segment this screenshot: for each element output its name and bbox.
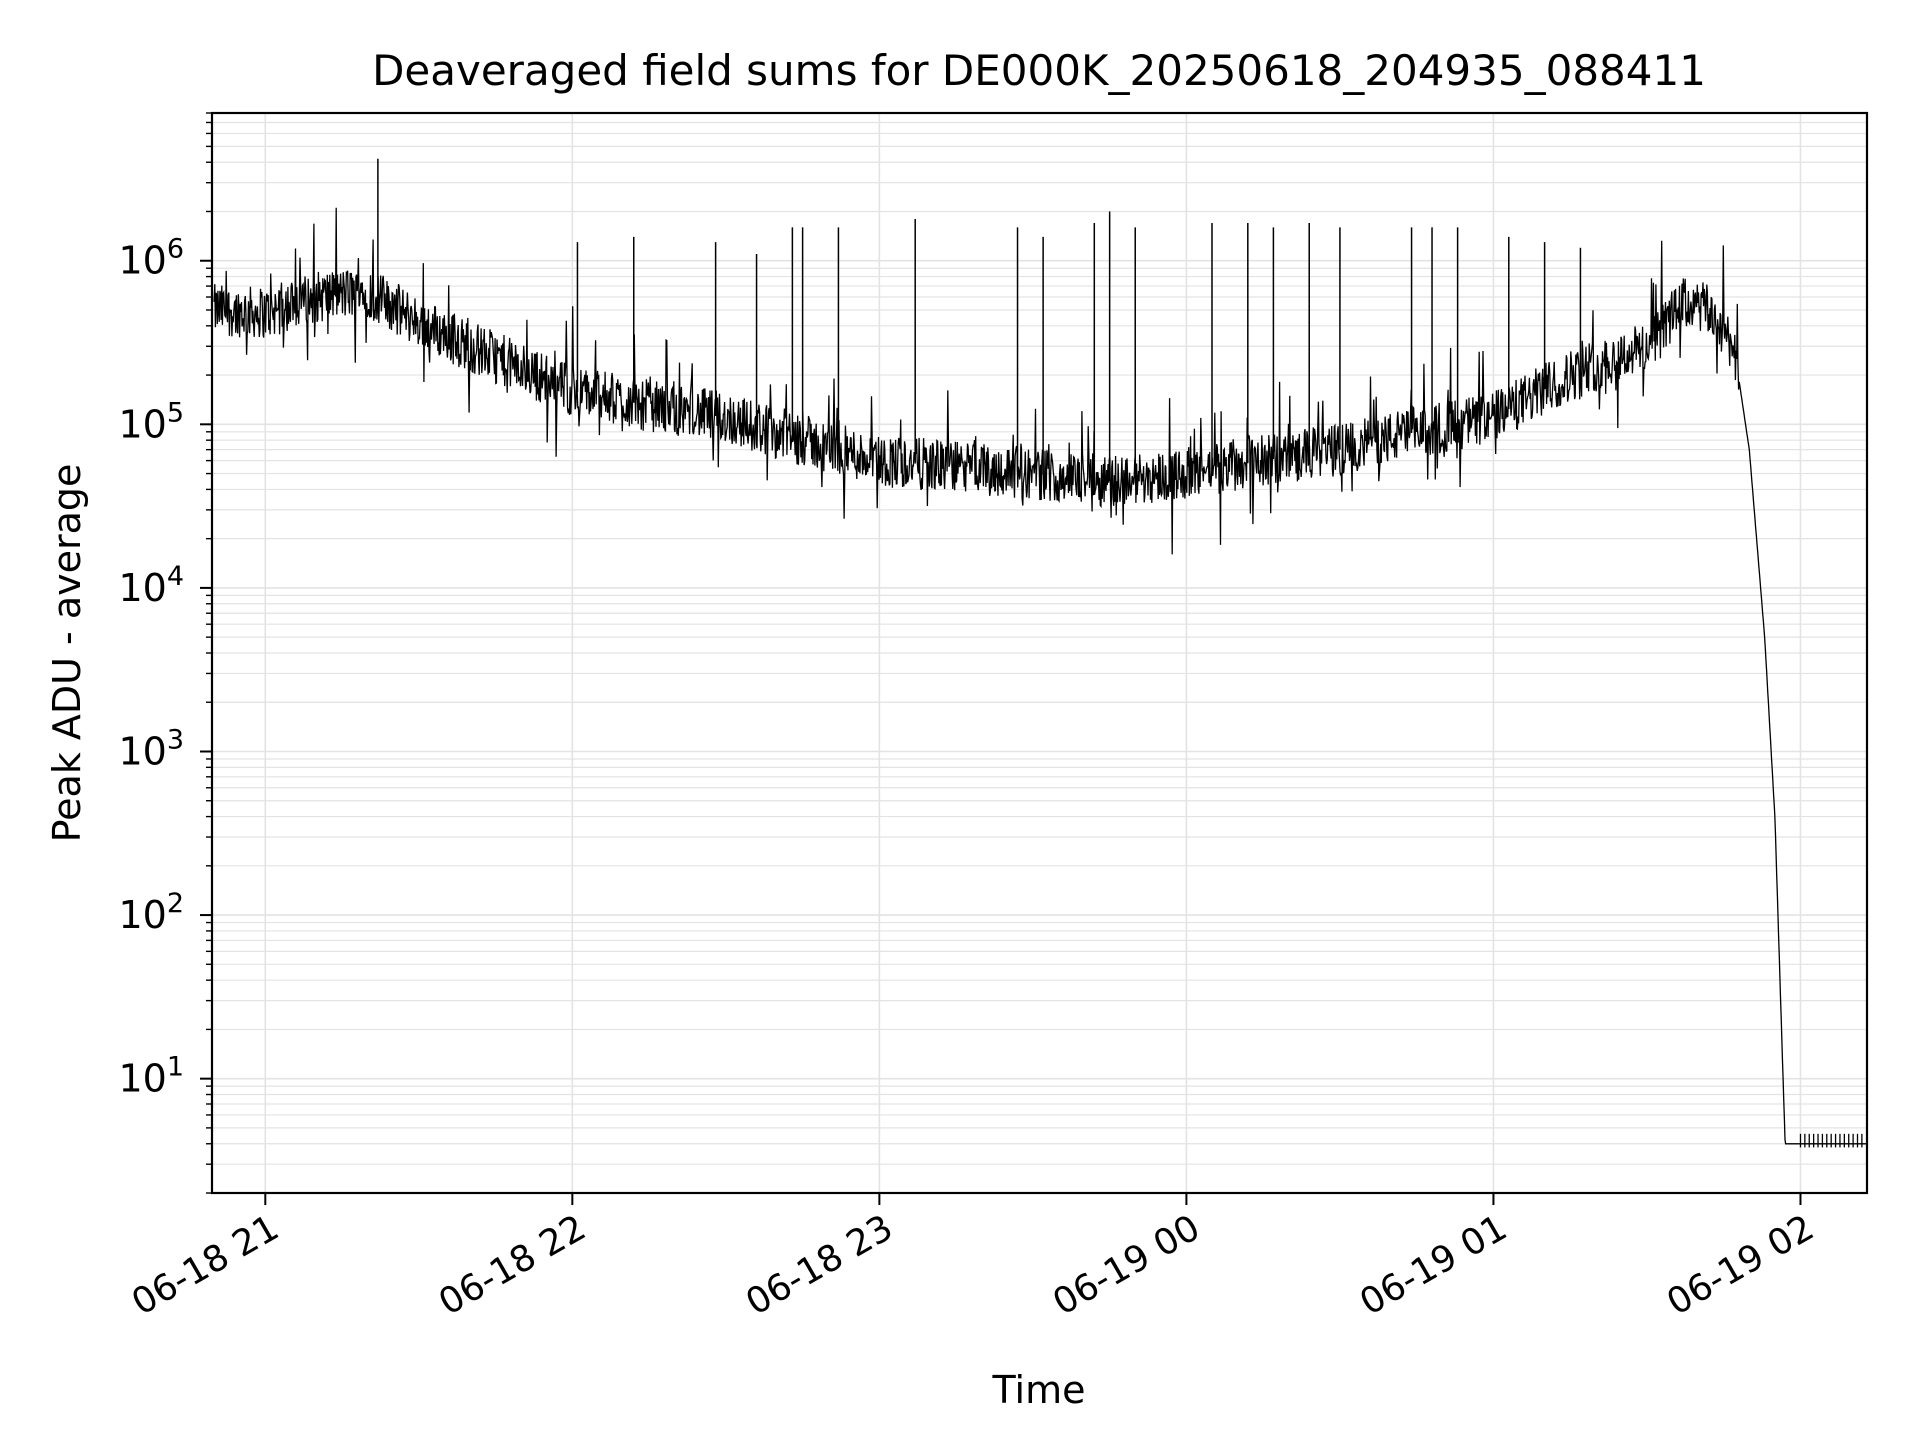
x-tick-label: 06-19 00 [1046, 1207, 1207, 1323]
y-tick-label: 102 [118, 888, 184, 937]
x-axis-label: Time [992, 1368, 1086, 1412]
y-tick-label: 104 [118, 561, 184, 610]
grid [212, 112, 1867, 1194]
x-tick-label: 06-18 22 [432, 1207, 593, 1323]
y-tick-label: 106 [118, 234, 184, 283]
series-line [213, 207, 1867, 1145]
y-tick-label: 101 [118, 1052, 184, 1101]
series-layer [213, 158, 1867, 1148]
chart-title: Deaveraged field sums for DE000K_2025061… [372, 46, 1706, 95]
x-tick-label: 06-18 23 [739, 1207, 900, 1323]
y-axis-label: Peak ADU - average [45, 464, 89, 843]
y-tick-label: 103 [118, 724, 184, 773]
x-tick-label: 06-19 02 [1660, 1207, 1821, 1323]
x-tick-label: 06-19 01 [1353, 1207, 1514, 1323]
x-tick-label: 06-18 21 [125, 1207, 286, 1323]
y-tick-label: 105 [118, 397, 184, 446]
